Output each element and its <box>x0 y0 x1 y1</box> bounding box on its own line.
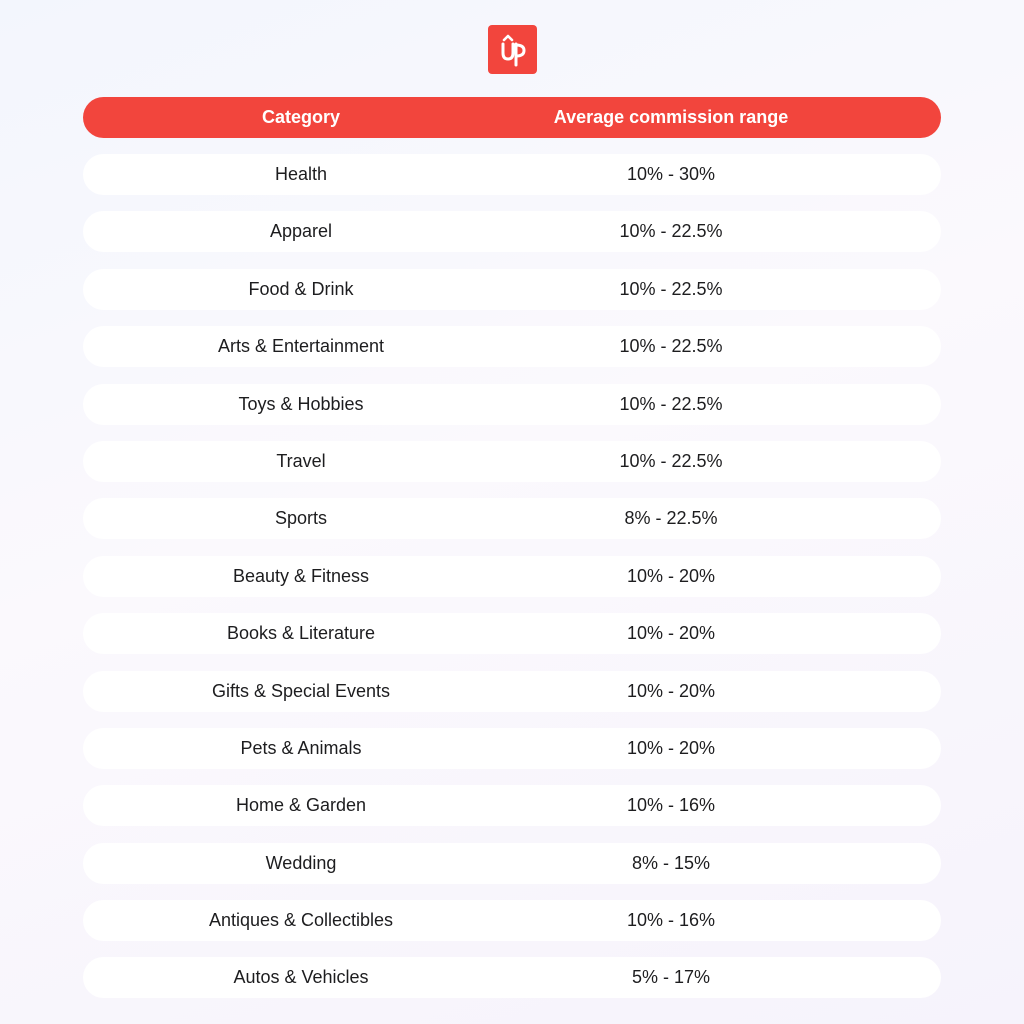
table-row: Arts & Entertainment 10% - 22.5% <box>83 326 941 368</box>
commission-range-cell: 5% - 17% <box>631 967 711 988</box>
table-row: Toys & Hobbies 10% - 22.5% <box>83 383 941 425</box>
commission-range-cell: 10% - 30% <box>626 164 716 184</box>
table-row: Beauty & Fitness 10% - 20% <box>83 555 941 597</box>
table-header: Category Average commission range <box>83 97 941 138</box>
category-cell: Pets & Animals <box>240 737 362 758</box>
commission-range-cell: 10% - 20% <box>626 737 716 758</box>
commission-range-cell: 10% - 16% <box>626 795 716 816</box>
commission-range-cell: 10% - 22.5% <box>619 450 723 471</box>
table-row: Apparel 10% - 22.5% <box>83 211 941 253</box>
category-cell: Health <box>274 164 328 184</box>
commission-range-cell: 8% - 22.5% <box>624 508 718 529</box>
commission-range-cell: 10% - 20% <box>626 680 716 701</box>
table-row: Home & Garden 10% - 16% <box>83 785 941 827</box>
category-cell: Toys & Hobbies <box>238 393 364 414</box>
commission-table: Category Average commission range Health… <box>83 97 941 1015</box>
table-row: Gifts & Special Events 10% - 20% <box>83 670 941 712</box>
commission-range-cell: 10% - 20% <box>626 623 716 644</box>
brand-logo <box>488 25 537 74</box>
table-row: Books & Literature 10% - 20% <box>83 613 941 655</box>
category-cell: Wedding <box>265 852 337 873</box>
table-row: Autos & Vehicles 5% - 17% <box>83 957 941 999</box>
category-cell: Food & Drink <box>248 278 354 299</box>
column-header-commission-range: Average commission range <box>553 107 789 127</box>
table-row: Travel 10% - 22.5% <box>83 440 941 482</box>
category-cell: Apparel <box>269 221 333 242</box>
up-logo-icon <box>501 34 526 66</box>
table-row: Sports 8% - 22.5% <box>83 498 941 540</box>
table-row: Food & Drink 10% - 22.5% <box>83 268 941 310</box>
table-row: Pets & Animals 10% - 20% <box>83 727 941 769</box>
table-row: Health 10% - 30% <box>83 154 941 195</box>
category-cell: Sports <box>274 508 328 529</box>
commission-range-cell: 8% - 15% <box>631 852 711 873</box>
category-cell: Gifts & Special Events <box>211 680 391 701</box>
commission-range-cell: 10% - 20% <box>626 565 716 586</box>
table-row: Antiques & Collectibles 10% - 16% <box>83 900 941 942</box>
commission-range-cell: 10% - 22.5% <box>619 393 723 414</box>
commission-range-cell: 10% - 16% <box>626 910 716 931</box>
category-cell: Antiques & Collectibles <box>208 910 394 931</box>
column-header-category: Category <box>261 107 341 127</box>
category-cell: Arts & Entertainment <box>217 336 385 357</box>
commission-range-cell: 10% - 22.5% <box>619 221 723 242</box>
commission-range-cell: 10% - 22.5% <box>619 336 723 357</box>
table-row: Wedding 8% - 15% <box>83 842 941 884</box>
category-cell: Autos & Vehicles <box>233 967 369 988</box>
category-cell: Books & Literature <box>226 623 376 644</box>
category-cell: Beauty & Fitness <box>232 565 370 586</box>
commission-range-cell: 10% - 22.5% <box>619 278 723 299</box>
category-cell: Home & Garden <box>235 795 367 816</box>
category-cell: Travel <box>276 450 326 471</box>
table-body: Health 10% - 30% Apparel 10% - 22.5% Food & … <box>83 154 941 999</box>
